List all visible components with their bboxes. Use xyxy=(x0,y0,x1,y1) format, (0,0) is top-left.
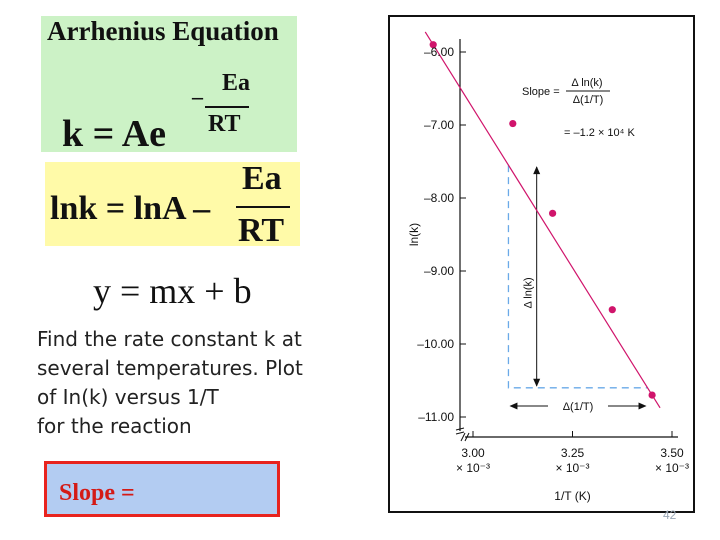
y-tick-label: –7.00 xyxy=(424,118,454,132)
description-line: for the reaction xyxy=(37,414,192,438)
linear-form-equation: y = mx + b xyxy=(93,271,252,311)
arrhenius-equation-box xyxy=(41,16,297,152)
data-point xyxy=(509,119,517,128)
exponent-numerator: Ea xyxy=(222,70,251,96)
description-text: Find the rate constant k at several temp… xyxy=(37,325,377,441)
exponent-minus: – xyxy=(192,84,203,109)
delta-invT-label: Δ(1/T) xyxy=(563,401,594,413)
log-equation-numerator: Ea xyxy=(242,160,282,197)
slope-answer-box: Slope = xyxy=(44,461,280,517)
data-point xyxy=(648,391,656,399)
log-equation-denominator: RT xyxy=(238,212,285,249)
data-point xyxy=(429,41,437,49)
delta-guide-lines xyxy=(507,165,648,389)
y-tick-label: –10.00 xyxy=(417,337,454,351)
delta-invT-arrowhead-left xyxy=(509,402,518,410)
data-point xyxy=(608,306,616,314)
data-point xyxy=(549,209,557,217)
exponent-denominator: RT xyxy=(208,111,241,137)
x-tick-exponent: × 10⁻³ xyxy=(456,461,490,475)
slope-annotation-numerator: Δ ln(k) xyxy=(571,77,602,89)
slope-annotation-word: Slope = xyxy=(522,86,560,98)
x-tick-exponent: × 10⁻³ xyxy=(555,461,589,475)
x-tick-label: 3.00 xyxy=(461,446,485,460)
description-line: several temperatures. Plot xyxy=(37,356,303,380)
y-tick-label: –6.00 xyxy=(424,45,454,59)
delta-lnk-label: Δ ln(k) xyxy=(523,277,535,308)
x-tick-label: 3.25 xyxy=(561,446,585,460)
y-axis-break xyxy=(455,427,465,435)
x-tick-exponent: × 10⁻³ xyxy=(655,461,689,475)
equation-title: Arrhenius Equation xyxy=(47,16,279,46)
log-equation-box xyxy=(45,162,300,246)
x-tick-label: 3.50 xyxy=(660,446,684,460)
description-line: of In(k) versus 1/T xyxy=(37,385,219,409)
y-tick-label: –11.00 xyxy=(418,410,454,424)
log-equation-fraction-bar xyxy=(236,206,290,208)
y-tick-label: –8.00 xyxy=(424,191,454,205)
chart-svg: –6.00–7.00–8.00–9.00–10.00–11.003.00× 10… xyxy=(407,31,689,503)
page-number: 42 xyxy=(663,508,677,522)
arrhenius-plot: –6.00 –7.00 –8.00 –9.00 –10.00 –11.00 3.00 × 10… xyxy=(388,15,695,513)
y-axis-label: ln(k) xyxy=(407,223,421,246)
slope-annotation-value: = –1.2 × 10⁴ K xyxy=(564,127,635,139)
arrhenius-equation: k = Ae xyxy=(62,113,166,155)
slope-label: Slope = xyxy=(59,480,135,506)
log-equation-left: lnk = lnA – xyxy=(50,190,211,227)
x-axis-break xyxy=(460,432,470,442)
description-line: Find the rate constant k at xyxy=(37,327,302,351)
slope-annotation-denominator: Δ(1/T) xyxy=(573,94,604,106)
delta-invT-label-bg xyxy=(547,398,608,414)
exponent-fraction-bar xyxy=(205,106,249,108)
delta-lnk-arrowhead-bottom xyxy=(533,378,541,387)
y-tick-label: –9.00 xyxy=(424,264,454,278)
delta-invT-arrowhead-right xyxy=(638,402,647,410)
fit-line xyxy=(424,31,661,409)
delta-lnk-arrowhead-top xyxy=(533,166,541,175)
x-axis-label: 1/T (K) xyxy=(554,489,590,503)
